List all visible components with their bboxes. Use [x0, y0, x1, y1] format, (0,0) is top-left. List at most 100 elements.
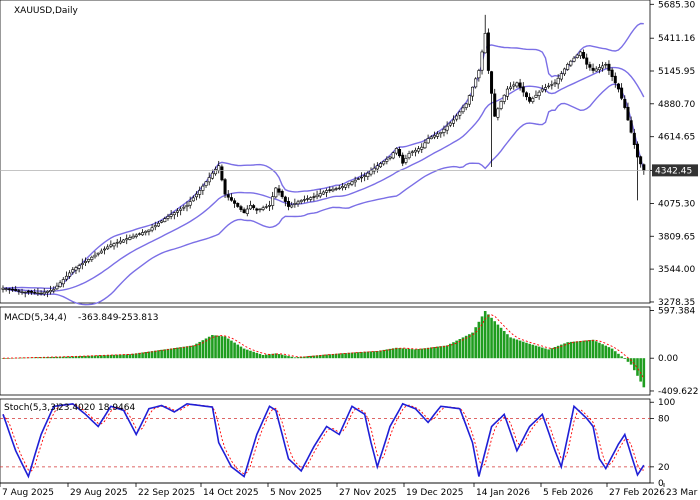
macd-histogram-bar: [445, 345, 449, 359]
macd-histogram-bar: [525, 342, 528, 359]
candle-body: [337, 187, 341, 190]
macd-histogram-bar: [144, 352, 148, 359]
candle-body: [382, 161, 386, 165]
candle-body: [217, 165, 221, 171]
macd-histogram-bar: [490, 317, 493, 359]
macd-histogram-bar: [572, 341, 576, 359]
candle-body: [169, 214, 173, 217]
candle-body: [17, 290, 21, 292]
macd-histogram-bar: [134, 353, 138, 359]
macd-histogram-bar: [185, 346, 189, 359]
candle-body: [185, 204, 189, 208]
candle-body: [96, 252, 100, 255]
candle-body: [68, 272, 72, 277]
candle-body: [172, 212, 176, 216]
macd-histogram-bar: [261, 355, 265, 359]
candle-body: [115, 242, 119, 244]
candle-body: [413, 149, 417, 153]
macd-histogram-bar: [299, 356, 303, 359]
macd-histogram-bar: [296, 357, 300, 359]
macd-histogram-bar: [58, 356, 62, 359]
candle-body: [379, 163, 383, 168]
candle-body: [569, 60, 573, 66]
candle-body: [42, 291, 46, 295]
candle-body: [14, 289, 18, 291]
candle-body: [471, 86, 475, 97]
candle-body: [226, 194, 230, 198]
candle-body: [321, 191, 325, 195]
candle-body: [585, 57, 589, 65]
macd-histogram-bar: [277, 354, 281, 359]
candle-body: [512, 84, 516, 87]
candle-body: [474, 78, 478, 88]
candle-body: [147, 229, 151, 232]
macd-histogram-bar: [544, 348, 547, 359]
macd-histogram-bar: [163, 349, 167, 359]
macd-histogram-bar: [169, 348, 173, 359]
macd-histogram-bar: [71, 356, 75, 359]
time-tick-label: 27 Nov 2025: [339, 488, 397, 498]
macd-histogram-bar: [636, 358, 639, 376]
candle-body: [607, 63, 611, 71]
macd-histogram-bar: [309, 355, 313, 359]
macd-histogram-bar: [138, 352, 141, 359]
macd-histogram-bar: [188, 345, 192, 359]
candle-body: [7, 288, 11, 290]
candle-body: [356, 178, 360, 180]
macd-value-signal: -253.813: [118, 313, 158, 323]
candle-body: [537, 91, 541, 96]
macd-histogram-bar: [236, 344, 240, 359]
macd-histogram-bar: [157, 350, 160, 359]
time-axis: 7 Aug 2025 29 Aug 2025 22 Sep 2025 14 Oct 2…: [0, 482, 700, 498]
macd-panel: 597.384 0.00 -409.622: [0, 306, 698, 397]
macd-histogram-bar: [198, 341, 201, 359]
macd-histogram-bar: [214, 335, 217, 359]
macd-histogram-bar: [220, 336, 224, 359]
candle-body: [588, 64, 592, 68]
candle-body: [635, 143, 639, 158]
candle-body: [610, 69, 614, 77]
candle-body: [93, 254, 97, 258]
candle-body: [344, 184, 348, 188]
candle-body: [61, 279, 65, 285]
macd-histogram-bar: [204, 338, 208, 359]
candle-body: [163, 218, 167, 222]
macd-histogram-bar: [531, 344, 535, 359]
candle-body: [118, 240, 122, 244]
candle-body: [220, 166, 224, 181]
candle-body: [620, 87, 624, 99]
macd-histogram-bar: [17, 357, 21, 359]
stoch-signal-line: [2, 403, 644, 475]
macd-histogram-bar: [639, 358, 642, 382]
bollinger-upper: [2, 22, 644, 289]
macd-histogram-bar: [166, 348, 170, 359]
candle-body: [45, 290, 49, 293]
macd-histogram-bar: [122, 354, 125, 359]
macd-histogram-bar: [499, 327, 503, 359]
candle-body: [309, 197, 313, 200]
stoch-panel: 100 80 20 0: [0, 398, 675, 489]
macd-histogram-bar: [150, 351, 154, 359]
candle-body: [524, 92, 528, 98]
stoch-tick-label: 100: [658, 398, 675, 408]
macd-histogram-bar: [582, 340, 585, 359]
macd-histogram-bar: [512, 338, 516, 359]
candle-body: [436, 133, 440, 137]
candle-body: [486, 32, 490, 71]
stoch-main-line: [2, 402, 645, 479]
candle-body: [160, 220, 164, 223]
candle-body: [509, 86, 513, 89]
macd-histogram-bar: [496, 324, 500, 359]
macd-histogram-bar: [601, 344, 604, 359]
macd-histogram-bar: [103, 355, 106, 359]
candle-body: [528, 96, 532, 102]
macd-histogram-bar: [579, 341, 582, 359]
candle-body: [4, 288, 8, 290]
candle-body: [464, 103, 468, 108]
price-tick-label: 5145.95: [658, 67, 695, 77]
macd-histogram-bar: [328, 354, 332, 359]
macd-histogram-bar: [569, 341, 573, 359]
candle-body: [128, 237, 132, 240]
macd-histogram-bar: [575, 341, 579, 359]
candle-body: [239, 206, 243, 210]
